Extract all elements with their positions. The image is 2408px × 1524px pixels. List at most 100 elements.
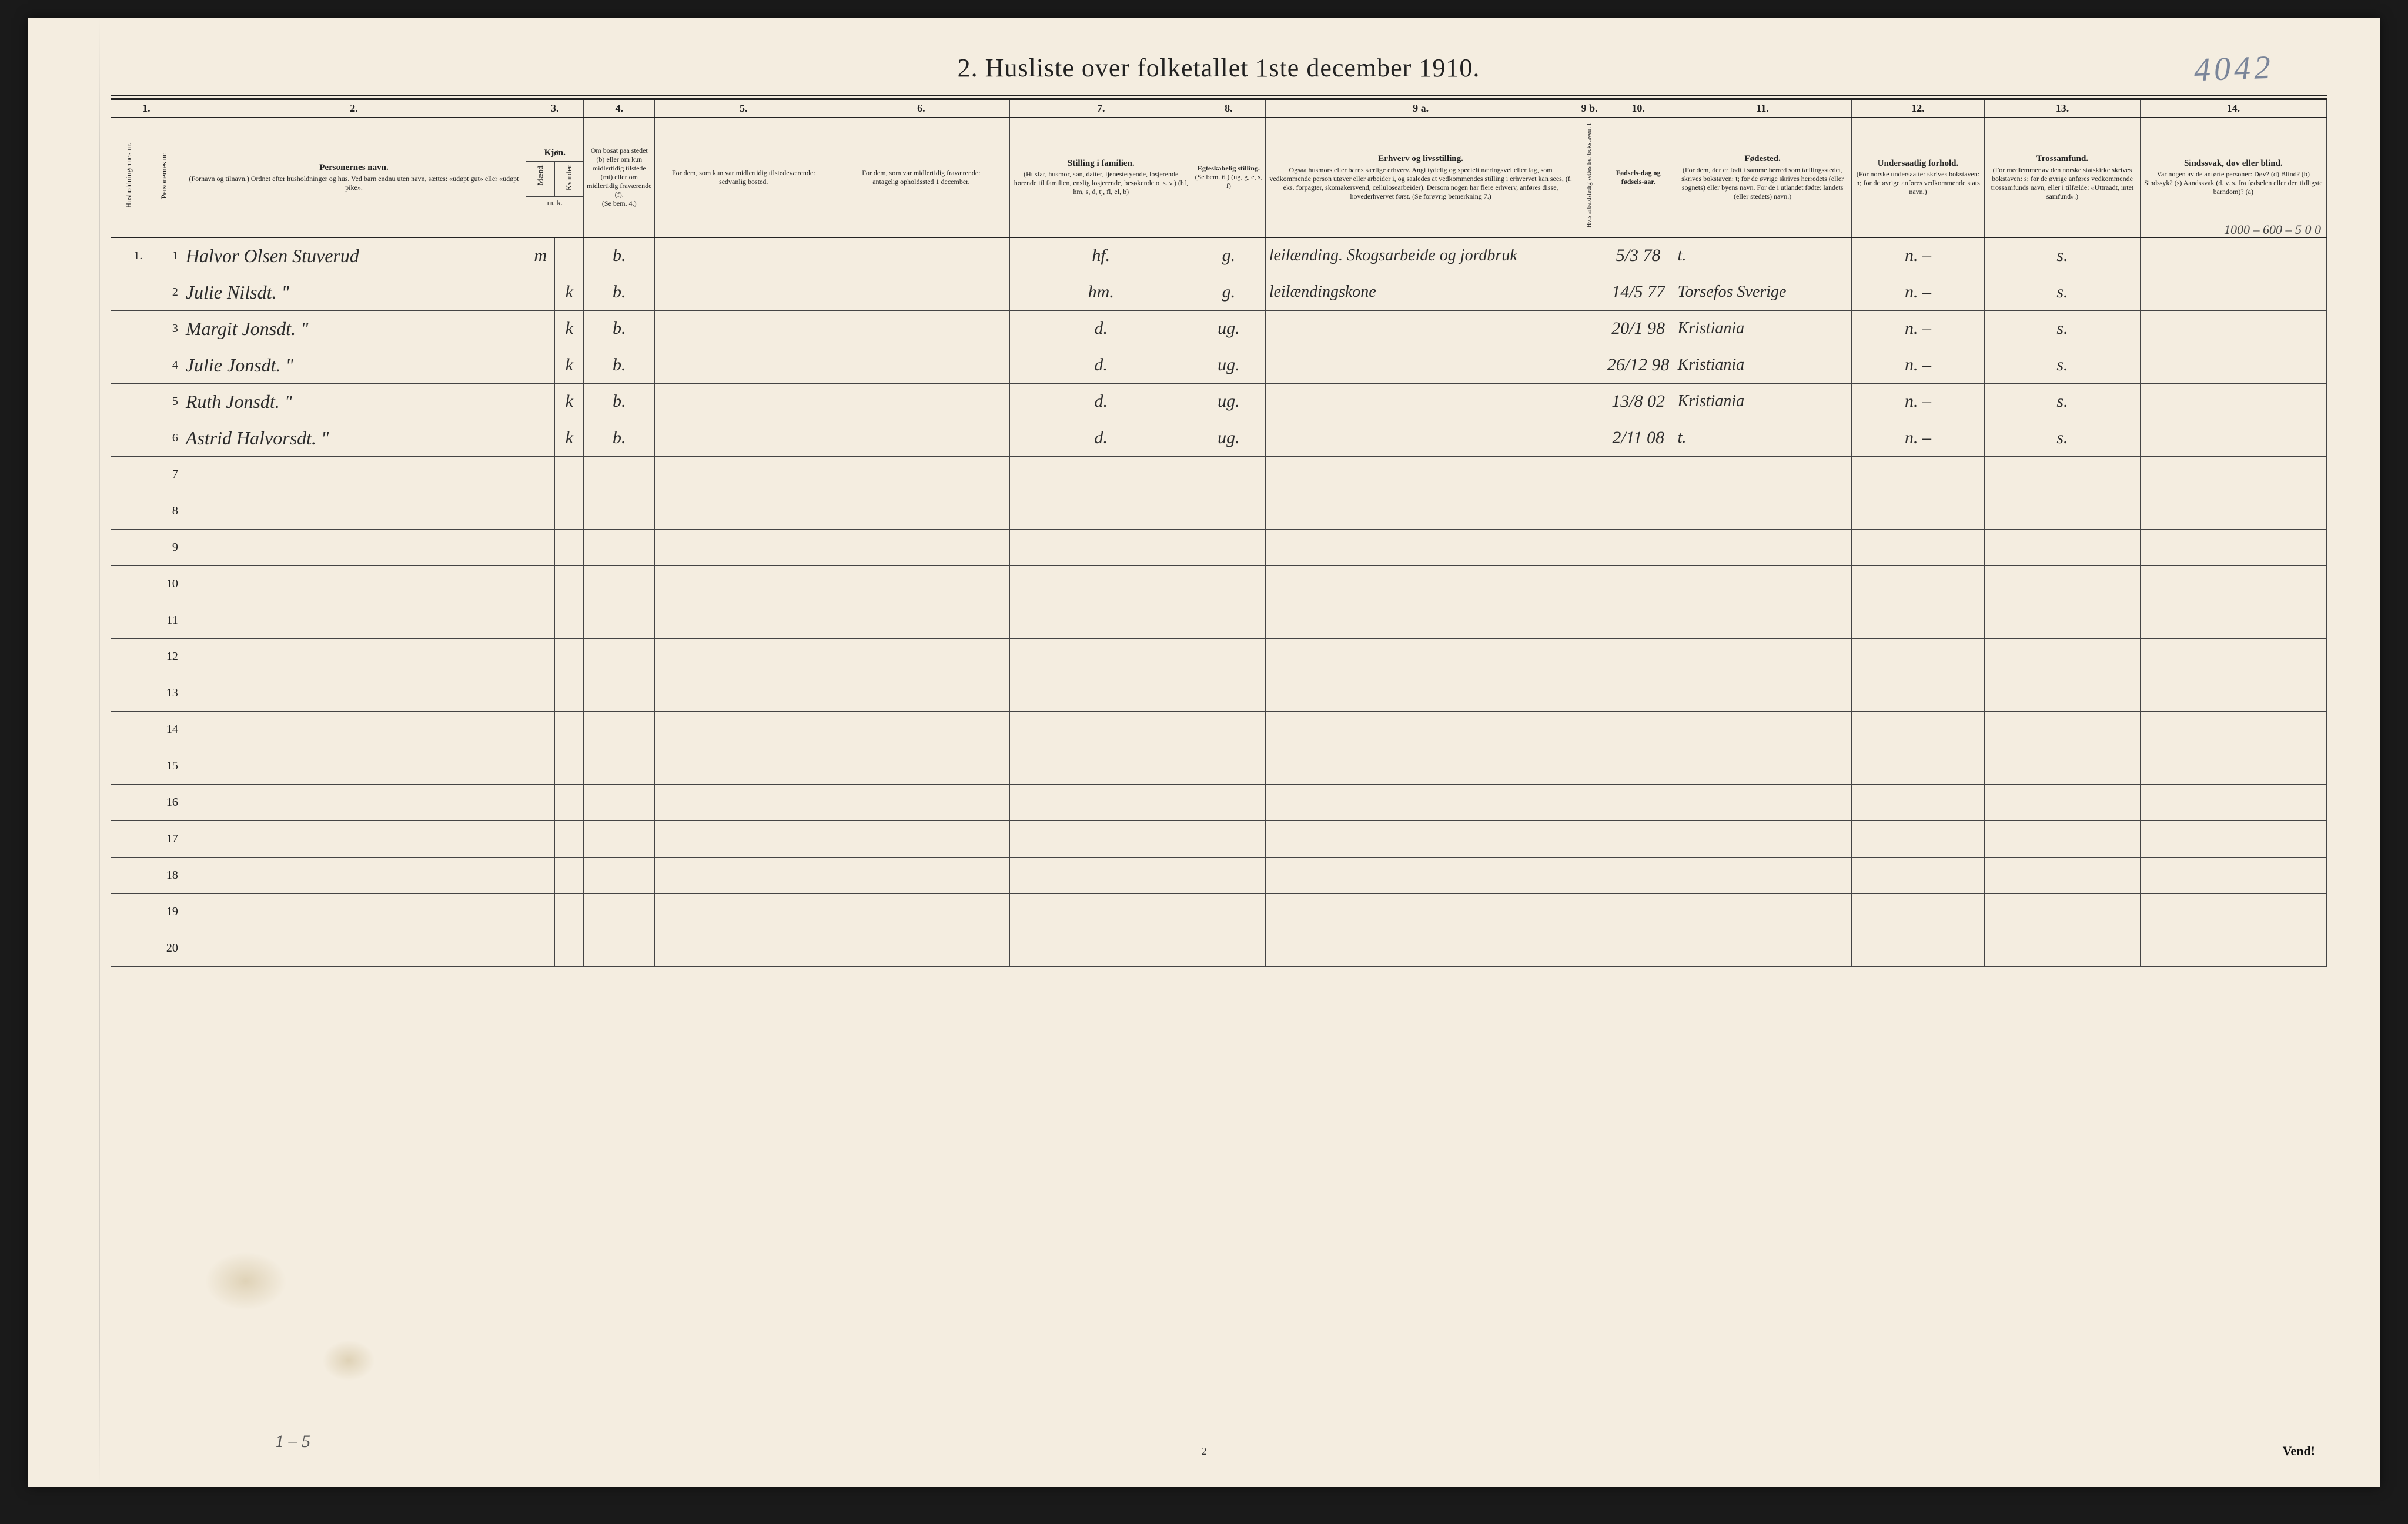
cell <box>655 930 832 966</box>
cell: Astrid Halvorsdt. " <box>182 420 526 456</box>
cell <box>555 456 584 493</box>
cell <box>1985 893 2140 930</box>
cell <box>832 420 1010 456</box>
cell <box>555 675 584 711</box>
cell <box>655 347 832 383</box>
cell <box>655 456 832 493</box>
cell <box>526 420 555 456</box>
table-row: 4Julie Jonsdt. "kb.d.ug.26/12 98Kristian… <box>111 347 2327 383</box>
cell <box>555 493 584 529</box>
cell: Torsefos Sverige <box>1674 274 1851 310</box>
cell <box>1010 748 1192 784</box>
cell: 13/8 02 <box>1603 383 1674 420</box>
cell: 4 <box>146 347 182 383</box>
cell: leilænding. Skogsarbeide og jordbruk <box>1265 237 1576 274</box>
colnum-13: 13. <box>1985 99 2140 118</box>
cell: s. <box>1985 347 2140 383</box>
cell <box>584 638 655 675</box>
cell <box>526 748 555 784</box>
cell <box>1674 820 1851 857</box>
cell <box>1851 930 1985 966</box>
cell <box>111 784 146 820</box>
cell: 1. <box>111 237 146 274</box>
cell <box>1851 638 1985 675</box>
cell <box>2140 347 2326 383</box>
cell: 13 <box>146 675 182 711</box>
cell <box>1265 456 1576 493</box>
cell <box>1603 602 1674 638</box>
cell <box>1265 565 1576 602</box>
cell <box>1192 675 1266 711</box>
cell <box>1603 930 1674 966</box>
cell <box>1985 493 2140 529</box>
cell <box>182 820 526 857</box>
cell: Kristiania <box>1674 347 1851 383</box>
cell: Kristiania <box>1674 383 1851 420</box>
cell <box>1265 529 1576 565</box>
cell: 17 <box>146 820 182 857</box>
cell: Julie Nilsdt. " <box>182 274 526 310</box>
cell <box>1265 711 1576 748</box>
colnum-6: 6. <box>832 99 1010 118</box>
cell <box>1265 784 1576 820</box>
cell <box>1265 930 1576 966</box>
hdr-occ: Erhverv og livsstilling. Ogsaa husmors e… <box>1265 118 1576 238</box>
cell <box>1674 930 1851 966</box>
cell <box>655 237 832 274</box>
vend-label: Vend! <box>2283 1443 2315 1459</box>
cell: n. – <box>1851 310 1985 347</box>
cell <box>1603 456 1674 493</box>
cell: Halvor Olsen Stuverud <box>182 237 526 274</box>
cell <box>1576 857 1603 893</box>
cell: 5/3 78 <box>1603 237 1674 274</box>
cell <box>1265 820 1576 857</box>
cell <box>182 529 526 565</box>
cell <box>584 711 655 748</box>
cell <box>1674 456 1851 493</box>
cell <box>1576 638 1603 675</box>
cell <box>1674 565 1851 602</box>
colnum-9b: 9 b. <box>1576 99 1603 118</box>
table-row: 2Julie Nilsdt. "kb.hm.g.leilændingskone1… <box>111 274 2327 310</box>
cell <box>526 638 555 675</box>
cell <box>555 237 584 274</box>
cell <box>182 602 526 638</box>
cell <box>555 784 584 820</box>
cell <box>1576 529 1603 565</box>
cell: k <box>555 347 584 383</box>
cell <box>655 565 832 602</box>
cell <box>832 602 1010 638</box>
hdr-rel: Trossamfund. (For medlemmer av den norsk… <box>1985 118 2140 238</box>
cell <box>2140 857 2326 893</box>
cell <box>526 493 555 529</box>
cell <box>111 274 146 310</box>
cell <box>555 638 584 675</box>
cell <box>182 456 526 493</box>
cell <box>832 820 1010 857</box>
table-row: 19 <box>111 893 2327 930</box>
cell: 14 <box>146 711 182 748</box>
cell <box>1851 711 1985 748</box>
cell <box>1603 893 1674 930</box>
handwritten-page-number: 4042 <box>2193 49 2275 89</box>
cell <box>1985 784 2140 820</box>
cell <box>1265 748 1576 784</box>
cell <box>1851 565 1985 602</box>
cell <box>526 310 555 347</box>
cell <box>1192 711 1266 748</box>
cell <box>2140 784 2326 820</box>
printed-page-number: 2 <box>1202 1445 1207 1458</box>
cell: ug. <box>1192 347 1266 383</box>
cell <box>1576 893 1603 930</box>
cell: 11 <box>146 602 182 638</box>
cell <box>111 493 146 529</box>
colnum-1: 1. <box>111 99 182 118</box>
cell <box>1265 493 1576 529</box>
cell <box>1192 456 1266 493</box>
cell <box>584 565 655 602</box>
paper-stain <box>322 1340 375 1381</box>
page-title: 2. Husliste over folketallet 1ste decemb… <box>111 53 2327 83</box>
cell <box>1010 565 1192 602</box>
cell <box>2140 420 2326 456</box>
cell <box>111 456 146 493</box>
